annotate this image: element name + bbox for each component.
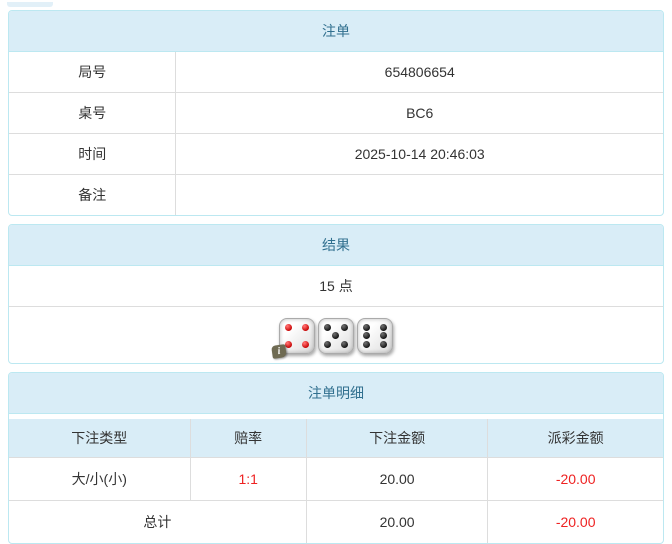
die-pip <box>284 323 292 331</box>
page-top-artifact <box>7 2 53 7</box>
info-badge-icon[interactable]: i <box>271 344 287 359</box>
die-pip <box>341 323 349 331</box>
column-header-bet-type: 下注类型 <box>9 419 191 458</box>
time-label: 时间 <box>9 133 177 175</box>
panel-result: 结果 15 点 i <box>8 224 664 364</box>
table-row: 备注 <box>9 174 663 216</box>
die-5-icon[interactable] <box>318 318 354 354</box>
die-6-icon[interactable] <box>357 318 393 354</box>
table-number-value: BC6 <box>175 92 663 134</box>
table-row: 时间 2025-10-14 20:46:03 <box>9 133 663 175</box>
die-pip <box>302 323 310 331</box>
remark-value <box>176 175 663 216</box>
result-title: 结果 <box>9 225 663 266</box>
odds-value: 1:1 <box>189 457 307 501</box>
bet-order-title: 注单 <box>9 11 663 52</box>
bet-detail-title: 注单明细 <box>9 373 663 414</box>
total-row: 总计 20.00 -20.00 <box>9 500 663 543</box>
die-pip <box>341 341 349 349</box>
result-points: 15 点 <box>9 266 663 307</box>
die-pip <box>332 332 340 340</box>
die-pip <box>284 341 292 349</box>
die-pip <box>302 341 310 349</box>
round-number-value: 654806654 <box>175 52 663 93</box>
table-row: 局号 654806654 <box>9 52 663 93</box>
total-label: 总计 <box>9 500 307 543</box>
table-row: 桌号 BC6 <box>9 92 663 134</box>
die-pip <box>362 341 370 349</box>
round-number-label: 局号 <box>9 52 177 93</box>
total-bet-amount: 20.00 <box>305 500 489 543</box>
column-header-odds: 赔率 <box>189 419 307 458</box>
bet-amount-value: 20.00 <box>305 457 489 501</box>
dice-group[interactable]: i <box>9 307 663 363</box>
table-number-label: 桌号 <box>9 92 177 134</box>
payout-value: -20.00 <box>487 457 663 501</box>
column-header-bet-amount: 下注金额 <box>305 419 489 458</box>
die-4-icon[interactable]: i <box>271 318 315 359</box>
table-row: 大/小(小) 1:1 20.00 -20.00 <box>9 457 663 501</box>
table-header-row: 下注类型 赔率 下注金额 派彩金额 <box>9 419 663 458</box>
column-header-payout: 派彩金额 <box>487 419 663 458</box>
panel-bet-detail: 注单明细 下注类型 赔率 下注金额 派彩金额 大/小(小) 1:1 20.00 … <box>8 372 664 544</box>
total-payout: -20.00 <box>487 500 663 543</box>
die-pip <box>380 323 388 331</box>
die-pip <box>362 323 370 331</box>
die-pip <box>323 341 331 349</box>
bet-order-table: 局号 654806654 桌号 BC6 时间 2025-10-14 20:46:… <box>9 52 663 215</box>
die-pip <box>380 332 388 340</box>
die-pip <box>362 332 370 340</box>
die-pip <box>380 341 388 349</box>
die-pip <box>323 323 331 331</box>
time-value: 2025-10-14 20:46:03 <box>175 133 663 175</box>
remark-label: 备注 <box>9 174 177 215</box>
panel-bet-order: 注单 局号 654806654 桌号 BC6 时间 2025-10-14 20:… <box>8 10 664 216</box>
bet-type-value: 大/小(小) <box>9 457 191 501</box>
bet-detail-table: 下注类型 赔率 下注金额 派彩金额 大/小(小) 1:1 20.00 -20.0… <box>9 419 663 543</box>
